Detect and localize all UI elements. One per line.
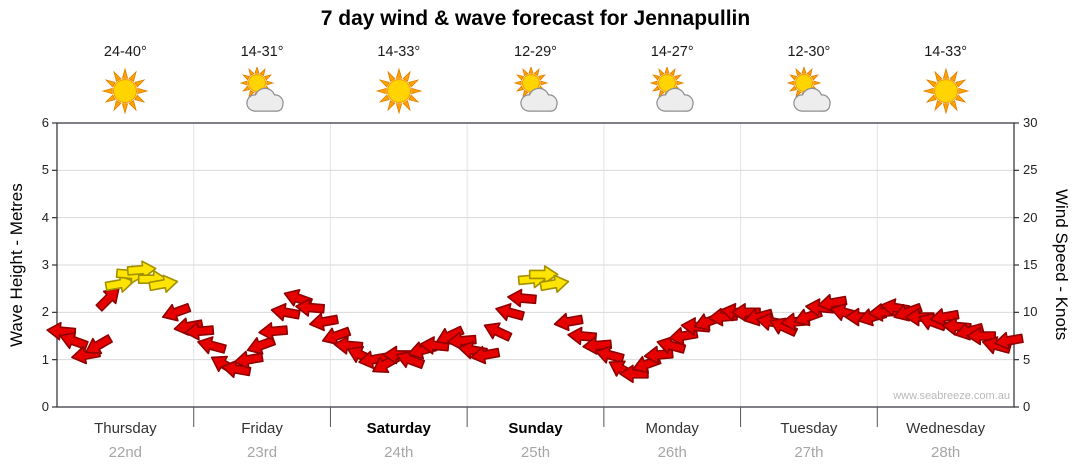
- weather-icon-sunny: [922, 67, 970, 115]
- wind-arrow: [993, 331, 1024, 351]
- weather-icon-sunny: [101, 67, 149, 115]
- wind-arrow: [126, 260, 157, 279]
- wind-arrow: [59, 331, 89, 351]
- wind-arrow: [470, 345, 501, 365]
- right-axis-title: Wind Speed - Knots: [1052, 189, 1071, 341]
- wind-arrow: [507, 288, 537, 308]
- wind-arrow: [966, 326, 996, 346]
- temp-range: 14-33°: [924, 44, 968, 60]
- weather-icon-partly-cloudy: [239, 67, 284, 112]
- date-label: 27th: [794, 444, 824, 461]
- date-label: 25th: [520, 444, 551, 461]
- temp-range: 14-27°: [650, 44, 694, 60]
- wind-arrow: [95, 287, 120, 312]
- wind-arrow: [309, 312, 339, 332]
- wind-arrow: [528, 265, 559, 284]
- date-label: 28th: [931, 444, 961, 461]
- day-label: Wednesday: [906, 420, 986, 437]
- temp-range: 12-29°: [514, 44, 557, 60]
- wind-arrow: [553, 312, 584, 332]
- left-axis-tick: 5: [41, 162, 49, 178]
- watermark: www.seabreeze.com.au: [893, 390, 1010, 402]
- date-label: 26th: [657, 444, 687, 461]
- weather-icon-partly-cloudy: [513, 67, 558, 112]
- gridlines: [57, 123, 1014, 407]
- wind-arrow: [483, 322, 513, 342]
- right-axis-tick: 20: [1023, 209, 1038, 225]
- temp-range: 14-33°: [377, 44, 421, 60]
- wind-arrow: [395, 350, 426, 370]
- day-label: Tuesday: [780, 420, 838, 437]
- day-label: Saturday: [366, 420, 431, 437]
- wind-arrow: [567, 326, 598, 346]
- date-label: 23rd: [247, 444, 278, 461]
- wind-arrows: [46, 260, 1024, 384]
- date-label: 24th: [384, 444, 414, 461]
- wind-arrow: [731, 303, 761, 322]
- wind-arrow: [148, 274, 179, 293]
- left-axis-tick: 3: [41, 257, 49, 272]
- wind-arrow: [197, 336, 227, 355]
- weather-icon-partly-cloudy: [786, 67, 831, 112]
- wind-arrow: [539, 274, 570, 293]
- day-label: Monday: [645, 420, 699, 437]
- left-axis-tick: 4: [41, 209, 49, 225]
- wind-arrow: [929, 308, 960, 327]
- left-axis-tick: 1: [41, 351, 49, 367]
- day-label: Friday: [241, 420, 283, 437]
- temp-range: 24-40°: [103, 44, 147, 60]
- right-axis-tick: 10: [1023, 304, 1038, 320]
- wind-arrow: [595, 345, 625, 364]
- wind-arrow: [184, 322, 215, 341]
- left-axis-tick: 0: [41, 399, 49, 414]
- right-axis-tick: 15: [1023, 257, 1038, 272]
- wind-arrow: [321, 326, 352, 346]
- wind-arrow: [270, 302, 301, 322]
- wind-arrow: [161, 302, 192, 322]
- wind-arrow: [295, 298, 326, 317]
- weather-icon-sunny: [375, 67, 423, 115]
- right-axis-tick: 30: [1023, 115, 1038, 130]
- date-label: 22nd: [108, 444, 143, 461]
- temp-range: 14-31°: [240, 44, 284, 60]
- left-axis-tick: 6: [41, 115, 49, 130]
- weather-icon-partly-cloudy: [649, 67, 694, 112]
- day-label: Thursday: [94, 420, 157, 437]
- wind-arrow: [85, 334, 113, 355]
- plot-frame: [52, 122, 1019, 427]
- right-axis-tick: 5: [1023, 351, 1031, 367]
- wind-arrow: [358, 350, 389, 370]
- right-axis-tick: 0: [1023, 399, 1031, 414]
- left-axis-tick: 2: [41, 304, 49, 320]
- wind-arrow: [258, 322, 289, 341]
- temp-range: 12-30°: [787, 44, 831, 60]
- right-axis-tick: 25: [1023, 162, 1038, 178]
- wind-arrow: [104, 274, 135, 293]
- chart-title: 7 day wind & wave forecast for Jennapull…: [320, 7, 751, 30]
- wind-arrow: [446, 331, 477, 351]
- wind-arrow: [495, 303, 525, 322]
- day-label: Sunday: [508, 420, 563, 437]
